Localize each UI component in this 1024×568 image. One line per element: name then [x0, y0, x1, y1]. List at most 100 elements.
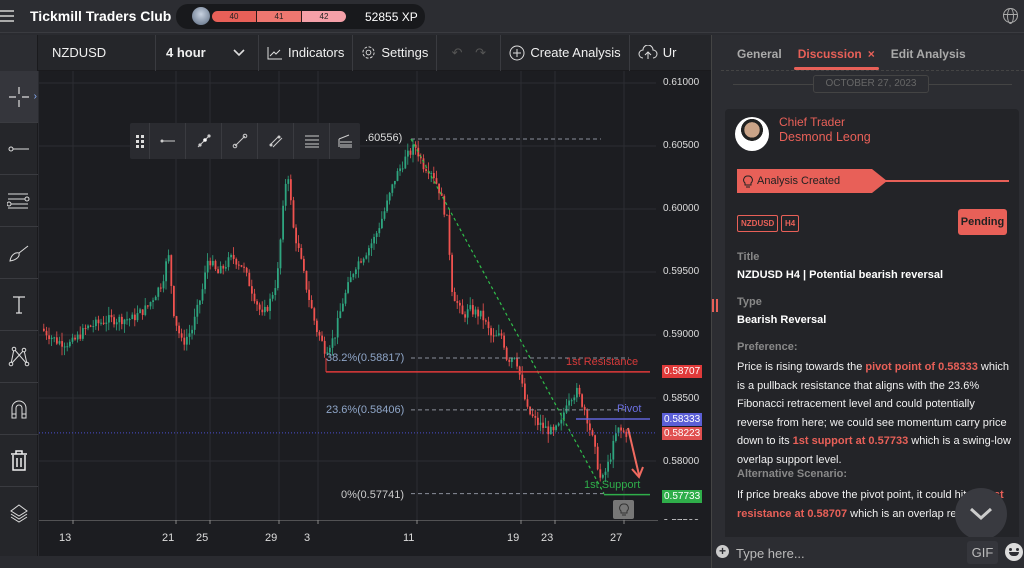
pattern-icon — [8, 346, 30, 366]
interval-label: 4 hour — [166, 45, 206, 60]
xp-level: 40 — [212, 11, 257, 22]
gif-button[interactable]: GIF — [967, 541, 998, 564]
type-label: Type — [737, 296, 762, 308]
extended-line-icon — [197, 134, 211, 148]
tool-brush[interactable] — [0, 227, 38, 279]
tool-fib-retracement[interactable] — [0, 175, 38, 227]
analysis-panel: General Discussion × Edit Analysis OCTOBE… — [716, 35, 1024, 568]
indicators-button[interactable]: Indicators — [259, 34, 354, 71]
xp-level: 42 — [302, 11, 346, 22]
plus-circle-icon — [509, 45, 525, 60]
indicators-label: Indicators — [288, 45, 345, 60]
extended-line-button[interactable] — [186, 123, 222, 159]
expand-arrow-icon[interactable]: › — [33, 91, 37, 102]
symbol-selector[interactable]: NZDUSD — [38, 34, 156, 71]
time-tick: 25 — [196, 532, 209, 544]
price-tick: 0.61000 — [663, 77, 700, 88]
tool-text[interactable] — [0, 279, 38, 331]
tool-trash[interactable] — [0, 435, 38, 487]
status-badge[interactable]: Pending — [958, 209, 1007, 235]
tool-magnet[interactable] — [0, 383, 38, 435]
tab-discussion[interactable]: Discussion × — [790, 47, 883, 70]
support-price-tag: 0.57733 — [662, 490, 703, 503]
avatar[interactable] — [735, 117, 769, 151]
top-bar: Tickmill Traders Club 40 41 42 52855 XP — [0, 0, 1024, 33]
chart-canvas[interactable]: .60556) 38.2%(0.58817) 23.6%(0.58406) 0%… — [39, 71, 656, 520]
tool-layers[interactable] — [0, 487, 38, 539]
brush-icon — [9, 245, 29, 262]
tab-edit-analysis[interactable]: Edit Analysis — [890, 47, 966, 61]
xp-level-bar: 40 41 42 — [212, 11, 346, 22]
tool-crosshair[interactable]: › — [0, 71, 38, 123]
settings-button[interactable]: Settings — [353, 34, 438, 71]
price-tick: 0.59000 — [663, 329, 700, 340]
globe-icon[interactable] — [1003, 8, 1018, 24]
layers-icon — [10, 504, 28, 523]
pivot-annotation: Pivot — [617, 403, 642, 415]
time-axis[interactable]: 13 21 25 29 3 11 19 23 27 — [39, 520, 711, 556]
close-icon[interactable]: × — [867, 47, 875, 61]
message-input[interactable] — [736, 542, 956, 564]
price-tick: 0.60000 — [663, 203, 700, 214]
fib-extension-button[interactable] — [330, 123, 360, 159]
price-tick: 0.59500 — [663, 266, 700, 277]
undo-icon[interactable]: ↶ — [451, 44, 463, 60]
date-divider: OCTOBER 27, 2023 — [721, 71, 1024, 101]
xp-progress: 40 41 42 52855 XP — [176, 4, 425, 29]
fib-extension-icon — [338, 134, 352, 148]
tool-trend-line[interactable] — [0, 123, 38, 175]
resistance-annotation: 1st Resistance — [566, 356, 639, 368]
time-tick: 3 — [304, 532, 311, 544]
date-label: OCTOBER 27, 2023 — [813, 75, 929, 93]
drawing-tools-sidebar: › — [0, 71, 38, 568]
fib-lines-button[interactable] — [294, 123, 330, 159]
drag-handle-icon[interactable] — [130, 123, 150, 159]
panel-tabs: General Discussion × Edit Analysis — [721, 35, 1024, 71]
current-price-tag: 0.58223 — [662, 427, 703, 440]
candlestick-chart — [39, 71, 656, 520]
parallel-channel-button[interactable] — [258, 123, 294, 159]
analysis-marker-button[interactable] — [613, 500, 634, 519]
ray-tool-button[interactable] — [150, 123, 186, 159]
grip-icon[interactable] — [712, 299, 720, 312]
emoji-icon[interactable] — [1005, 543, 1023, 561]
text-icon — [13, 295, 25, 314]
support-annotation: 1st Support — [584, 479, 641, 491]
hamburger-menu-icon[interactable] — [0, 7, 16, 25]
upload-button[interactable]: Ur — [630, 35, 676, 71]
time-tick: 19 — [507, 532, 520, 544]
time-tick: 23 — [541, 532, 554, 544]
author-role: Chief Trader — [779, 115, 846, 129]
alternative-label: Alternative Scenario: — [737, 468, 848, 480]
tool-pattern[interactable] — [0, 331, 38, 383]
resistance-price-tag: 0.58707 — [662, 365, 703, 378]
time-tick: 11 — [403, 532, 415, 544]
chart-toolbar: NZDUSD 4 hour Indicators Settings ↶ ↷ Cr… — [0, 34, 711, 71]
undo-redo: ↶ ↷ — [437, 34, 502, 71]
fib-100-label: .60556) — [365, 132, 403, 144]
fib-38-label: 38.2%(0.58817) — [326, 352, 405, 364]
redo-icon[interactable]: ↷ — [475, 44, 487, 60]
price-tick: 0.60500 — [663, 140, 700, 151]
lightbulb-icon — [743, 175, 753, 187]
interval-dropdown[interactable]: 4 hour — [156, 34, 259, 71]
create-analysis-button[interactable]: Create Analysis — [501, 34, 630, 71]
tab-general[interactable]: General — [737, 47, 782, 61]
fib-lines-icon — [304, 135, 319, 148]
chevron-down-icon — [233, 48, 245, 56]
scroll-down-button[interactable] — [955, 488, 1007, 540]
time-tick: 29 — [265, 532, 278, 544]
settings-label: Settings — [381, 45, 429, 60]
author-name[interactable]: Desmond Leong — [779, 130, 871, 144]
title-label: Title — [737, 251, 760, 263]
crosshair-icon — [9, 86, 29, 107]
pivot-price-tag: 0.58333 — [662, 413, 703, 426]
gear-icon — [362, 46, 375, 59]
time-tick: 13 — [59, 532, 72, 544]
price-axis[interactable]: 0.61000 0.60500 0.60000 0.59500 0.59000 … — [656, 71, 711, 529]
symbol-label: NZDUSD — [52, 45, 107, 60]
panel-resize-handle[interactable] — [711, 35, 721, 568]
add-attachment-icon[interactable]: + — [716, 545, 729, 558]
trend-line-button[interactable] — [222, 123, 258, 159]
type-value: Bearish Reversal — [737, 314, 827, 326]
